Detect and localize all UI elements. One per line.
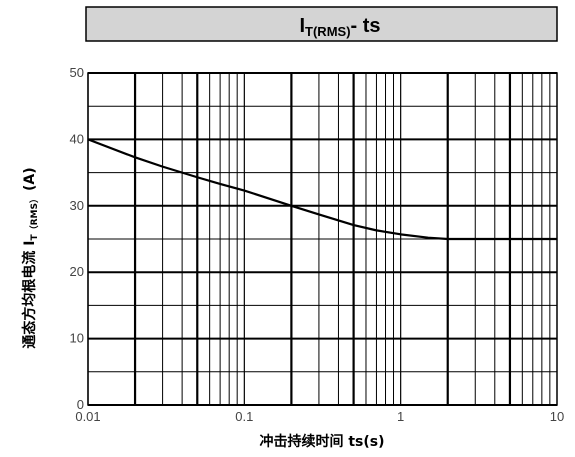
x-tick-label: 1 [397, 409, 404, 424]
x-tick-label: 0.1 [235, 409, 253, 424]
chart-title-main: I [299, 15, 305, 37]
y-tick-label: 50 [70, 65, 84, 80]
series-layer [87, 138, 557, 241]
title-box [85, 6, 558, 42]
y-axis-label-main: 通态方均根电流 I [21, 241, 38, 349]
chart-title: IT(RMS)- ts [299, 15, 380, 39]
x-axis-label: 冲击持续时间 ts(s) [259, 433, 384, 450]
y-axis-label: 通态方均根电流 IT（RMS） (A) [21, 167, 40, 348]
y-axis-label-suffix: (A) [22, 167, 38, 191]
y-tick-label: 20 [70, 264, 84, 279]
chart-title-suffix: - ts [351, 15, 381, 37]
x-tick-label: 0.01 [75, 409, 100, 424]
y-tick-label: 10 [70, 331, 84, 346]
x-tick-label: 10 [550, 409, 564, 424]
series-line [87, 138, 557, 241]
y-tick-label: 40 [70, 131, 84, 146]
y-tick-label: 30 [70, 198, 84, 213]
y-axis-label-sub: T（RMS） [29, 194, 40, 241]
chart-title-sub: T(RMS) [305, 24, 351, 39]
tick-labels: 0.01 0.1 1 10 0 10 20 30 40 50 [70, 65, 565, 424]
y-tick-label: 0 [77, 397, 84, 412]
